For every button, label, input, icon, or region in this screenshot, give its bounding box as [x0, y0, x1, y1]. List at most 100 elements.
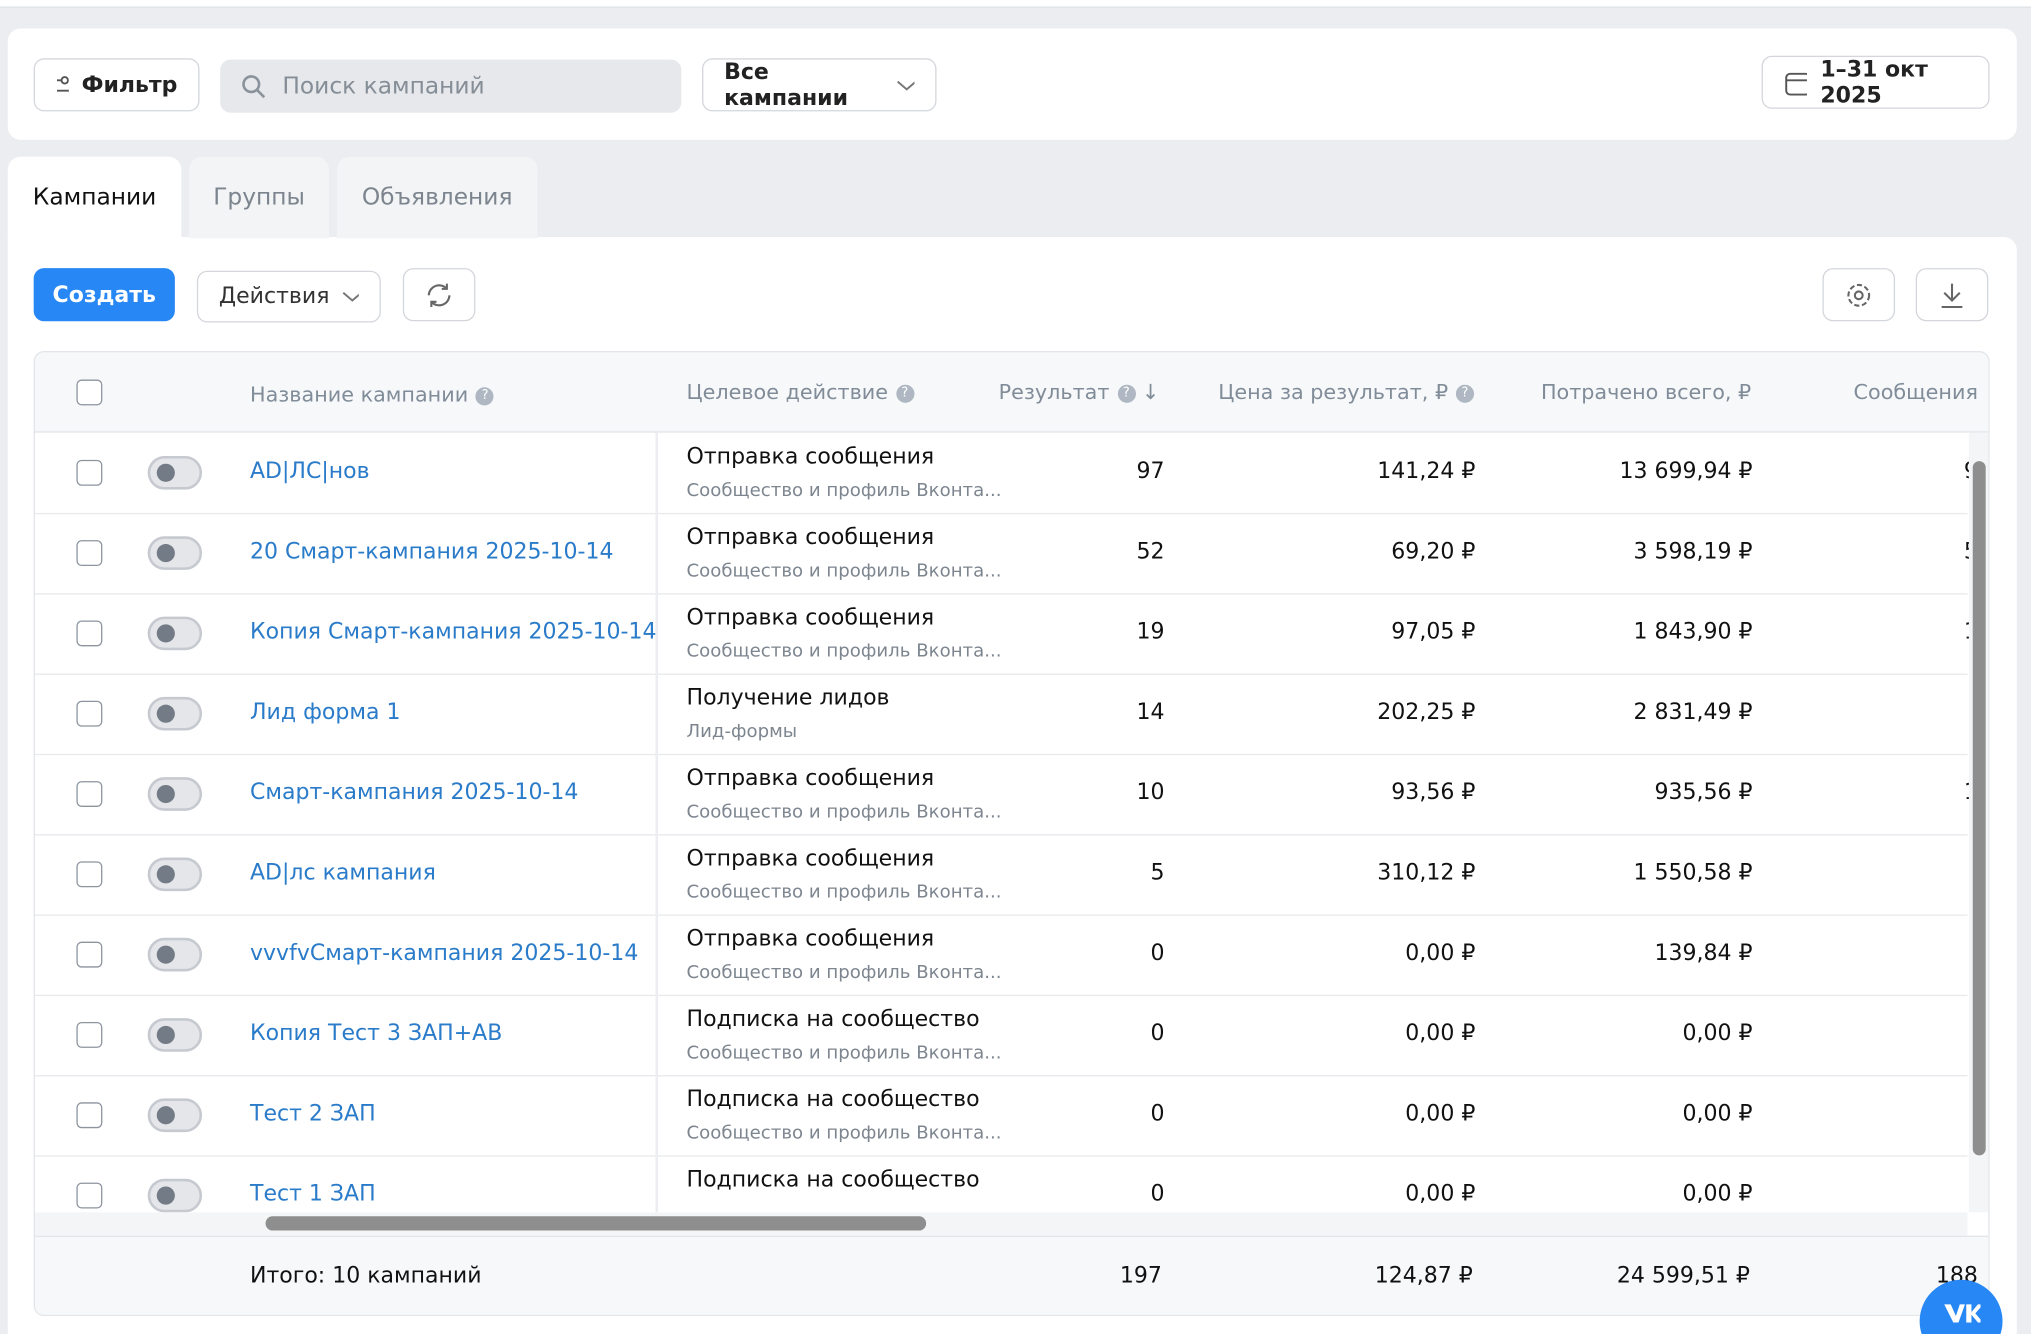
total-spent: 24 599,51 ₽: [1616, 1262, 1750, 1289]
target-action: Отправка сообщения: [686, 926, 935, 953]
target-action: Отправка сообщения: [686, 604, 935, 631]
price: 93,56 ₽: [1391, 779, 1476, 806]
spent: 0,00 ₽: [1682, 1181, 1753, 1208]
filter-icon: [56, 75, 69, 92]
toggle[interactable]: [147, 536, 203, 570]
total-price: 124,87 ₽: [1374, 1262, 1473, 1289]
checkbox[interactable]: [76, 700, 103, 727]
campaign-link[interactable]: Лид форма 1: [249, 699, 401, 726]
price: 310,12 ₽: [1377, 860, 1476, 886]
price: 0,00 ₽: [1405, 1020, 1476, 1047]
create-button[interactable]: Создать: [33, 268, 175, 322]
column-header: Результат? ↓: [998, 379, 1160, 405]
actions-select[interactable]: Действия: [196, 270, 381, 323]
campaign-link[interactable]: AD|ЛС|нов: [249, 458, 370, 485]
total-result: 197: [1119, 1262, 1162, 1289]
row-border: [34, 753, 1968, 756]
spent: 0,00 ₽: [1682, 1020, 1753, 1047]
action-source: Сообщество и профиль Вконта...: [686, 641, 1002, 662]
actions-label: Действия: [218, 283, 330, 310]
spent: 139,84 ₽: [1654, 940, 1753, 967]
toggle[interactable]: [147, 1098, 203, 1133]
target-action: Получение лидов: [686, 685, 890, 712]
download-button[interactable]: [1915, 268, 1989, 322]
refresh-button[interactable]: [402, 268, 476, 322]
search-icon: [242, 74, 266, 98]
checkbox[interactable]: [76, 540, 103, 567]
result: 0: [1150, 1020, 1165, 1047]
date-picker[interactable]: 1–31 окт 2025: [1761, 55, 1990, 109]
checkbox[interactable]: [76, 781, 103, 807]
tab[interactable]: Объявления: [336, 156, 538, 239]
row-border: [34, 673, 1968, 675]
tab[interactable]: Кампании: [7, 156, 182, 239]
tab[interactable]: Группы: [189, 156, 330, 239]
toggle[interactable]: [147, 455, 203, 490]
campaign-link[interactable]: vvvfvСмарт-кампания 2025-10-14: [249, 940, 639, 967]
spent: 1 843,90 ₽: [1633, 619, 1753, 646]
refresh-icon: [427, 283, 451, 307]
spent: 13 699,94 ₽: [1619, 458, 1753, 485]
campaign-link[interactable]: AD|лс кампания: [249, 860, 436, 886]
checkbox[interactable]: [76, 1102, 103, 1129]
table: Название кампании? Целевое действие? Резул…: [33, 351, 1990, 1317]
target-action: Отправка сообщения: [686, 845, 935, 872]
toggle[interactable]: [147, 777, 203, 811]
checkbox[interactable]: [76, 459, 103, 486]
column-header: Потрачено всего, ₽: [1540, 379, 1752, 405]
help-icon[interactable]: ?: [895, 384, 914, 403]
help-icon[interactable]: ?: [1117, 384, 1136, 403]
campaign-link[interactable]: 20 Смарт-кампания 2025-10-14: [249, 538, 614, 565]
row-border: [34, 1155, 1968, 1157]
gear-icon: [1847, 283, 1871, 307]
checkbox[interactable]: [76, 941, 103, 968]
column-header: Сообщения: [1853, 379, 1978, 405]
price: 97,05 ₽: [1391, 619, 1476, 646]
result: 97: [1136, 458, 1165, 485]
campaign-link[interactable]: Копия Смарт-кампания 2025-10-14: [249, 619, 657, 646]
toggle[interactable]: [147, 857, 203, 892]
checkbox[interactable]: [76, 1021, 103, 1048]
footer-bg: [34, 1235, 1989, 1315]
toggle[interactable]: [147, 937, 203, 972]
result: 5: [1150, 860, 1165, 886]
top-strip: [0, 0, 2031, 8]
result: 0: [1150, 1181, 1165, 1208]
target-action: Отправка сообщения: [686, 524, 935, 551]
campaign-link[interactable]: Тест 1 ЗАП: [249, 1181, 376, 1208]
action-source: Сообщество и профиль Вконта...: [686, 480, 1002, 502]
checkbox[interactable]: [76, 620, 103, 647]
filter-button[interactable]: Фильтр: [33, 58, 200, 112]
sort-icon[interactable]: ↓: [1135, 379, 1160, 405]
result: 52: [1136, 538, 1165, 565]
checkbox[interactable]: [76, 861, 103, 888]
checkbox[interactable]: [76, 379, 103, 406]
help-icon[interactable]: ?: [475, 386, 495, 405]
target-action: Отправка сообщения: [686, 765, 935, 792]
price: 141,24 ₽: [1377, 458, 1476, 485]
campaign-link[interactable]: Смарт-кампания 2025-10-14: [249, 779, 579, 806]
search[interactable]: Поиск кампаний: [220, 59, 682, 113]
campaign-link[interactable]: Копия Тест 3 ЗАП+АВ: [249, 1020, 503, 1047]
toggle[interactable]: [147, 616, 203, 651]
row-border: [34, 994, 1968, 997]
select-label: Все кампании: [724, 58, 849, 111]
table-body[interactable]: AD|ЛС|нов Отправка сообщения Сообщество и …: [34, 432, 1989, 1213]
toggle[interactable]: [147, 696, 203, 731]
result: 0: [1150, 1101, 1165, 1127]
price: 202,25 ₽: [1377, 699, 1476, 726]
campaigns-select[interactable]: Все кампании: [702, 58, 937, 112]
column-header: Целевое действие?: [687, 380, 914, 404]
toggle[interactable]: [147, 1178, 203, 1213]
spent: 0,00 ₽: [1682, 1101, 1753, 1127]
vk-logo: [1944, 1304, 1984, 1323]
result: 0: [1150, 940, 1165, 967]
toggle[interactable]: [147, 1018, 203, 1052]
price: 0,00 ₽: [1405, 1101, 1476, 1127]
help-icon[interactable]: ?: [1455, 384, 1475, 403]
target-action: Подписка на сообщество: [686, 1086, 980, 1113]
settings-button[interactable]: [1822, 268, 1896, 322]
checkbox[interactable]: [76, 1182, 103, 1209]
campaign-link[interactable]: Тест 2 ЗАП: [249, 1101, 376, 1127]
